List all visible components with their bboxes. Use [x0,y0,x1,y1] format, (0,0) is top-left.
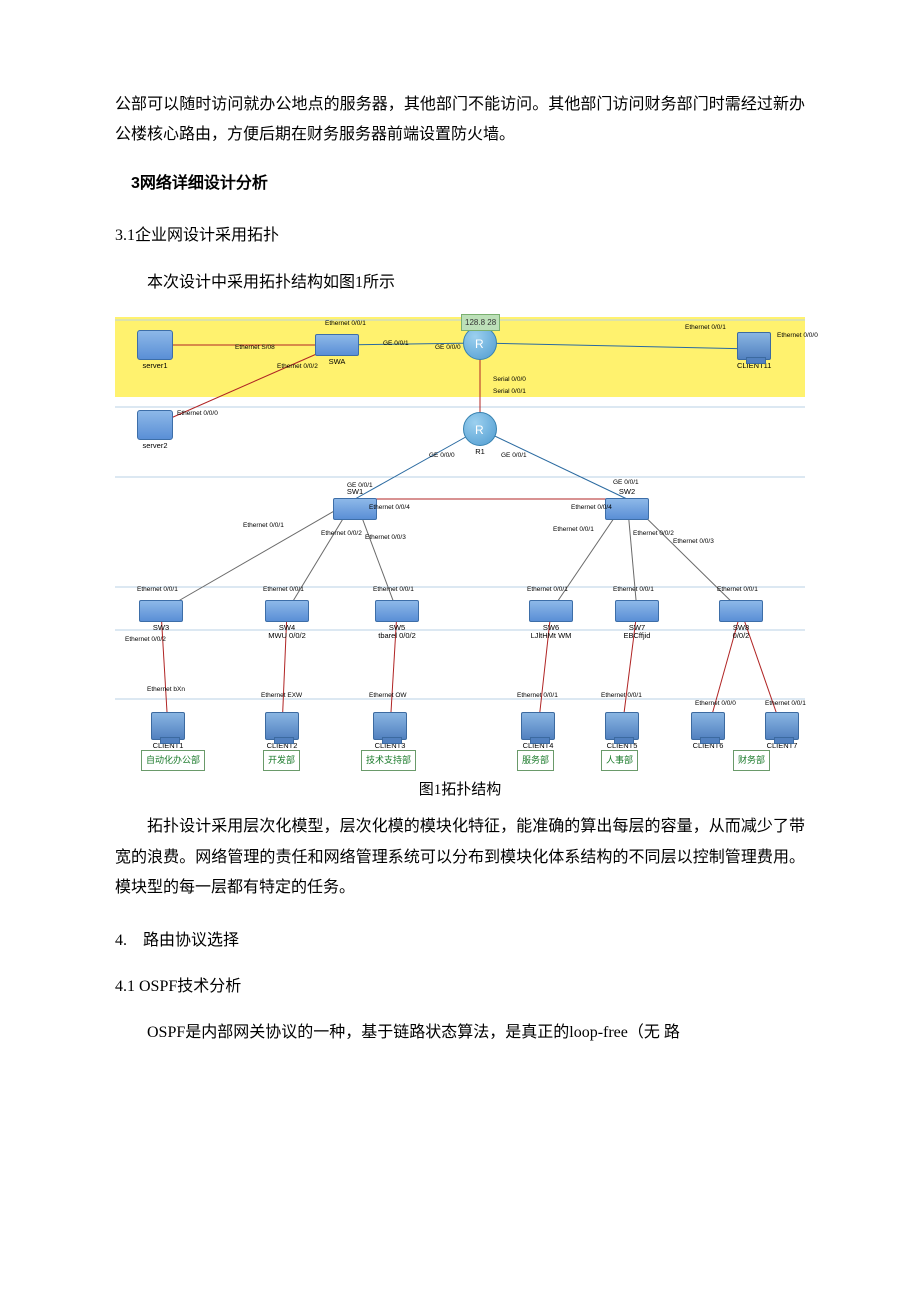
node-sw6: SW6LJltHMt WM [529,600,573,641]
client-icon [373,712,407,740]
client-icon [521,712,555,740]
link-label: Ethernet 0/0/3 [673,536,714,548]
node-client1: CLIENT1 [151,712,185,750]
ospf-paragraph: OSPF是内部网关协议的一种，基于链路状态算法，是真正的loop-free（无 … [115,1018,805,1048]
link-label: Ethernet 0/0/0 [695,698,736,710]
link-label: Ethernet 0/0/2 [277,361,318,373]
link-label: Ethernet OW [369,690,407,702]
link-label: Serial 0/0/1 [493,386,526,398]
dept-label: 财务部 [733,750,770,771]
server-icon [137,330,173,360]
switch-icon [529,600,573,622]
router-icon [463,412,497,446]
link-label: Ethernet 0/0/1 [717,584,758,596]
link-label: Ethernet 0/0/3 [365,532,406,544]
client-icon [151,712,185,740]
link-label: Ethernet 0/0/0 [777,330,818,342]
link-label: Ethernet 0/0/4 [571,502,612,514]
link-label: Ethernet 0/0/2 [321,528,362,540]
node-server2: server2 [137,410,173,450]
link-label: Ethernet 0/0/1 [553,524,594,536]
node-client5: CLIENT5 [605,712,639,750]
node-client4: CLIENT4 [521,712,555,750]
link-label: Ethernet 0/0/2 [633,528,674,540]
figure-1-caption: 图1拓扑结构 [115,776,805,805]
node-client6: CLIENT6 [691,712,725,750]
link-label: GE 0/0/1 [383,338,409,350]
link-label: Ethernet EXW [261,690,302,702]
dept-label: 自动化办公部 [141,750,205,771]
link-label: Ethernet 0/0/1 [613,584,654,596]
link-label: Ethernet 0/0/1 [243,520,284,532]
link-label: GE 0/0/1 [347,480,373,492]
client-icon [765,712,799,740]
link-label: Ethernet 0/0/0 [177,408,218,420]
node-client7: CLIENT7 [765,712,799,750]
link-label: Ethernet 0/0/1 [601,690,642,702]
link-label: Ethernet 0/0/1 [527,584,568,596]
node-sw3: SW3 [139,600,183,632]
link-label: Ethernet S/08 [235,342,275,354]
section-4-heading: 4. 路由协议选择 [115,926,805,956]
link-label: Ethernet bXn [147,684,185,696]
switch-icon [315,334,359,356]
switch-icon [265,600,309,622]
switch-icon [139,600,183,622]
node-client3: CLIENT3 [373,712,407,750]
dept-label: 服务部 [517,750,554,771]
section-4-1-heading: 4.1 OSPF技术分析 [115,972,805,1002]
node-client2: CLIENT2 [265,712,299,750]
section-3-1-lead: 本次设计中采用拓扑结构如图1所示 [115,268,805,298]
ip-badge: 128.8 28 [461,314,500,331]
link-label: Ethernet 0/0/4 [369,502,410,514]
dept-label: 开发部 [263,750,300,771]
link-label: GE 0/0/0 [429,450,455,462]
dept-label: 技术支持部 [361,750,416,771]
node-r1: R1 [463,412,497,456]
link-label: Ethernet 0/0/1 [263,584,304,596]
section-3-1-heading: 3.1企业网设计采用拓扑 [115,221,805,251]
switch-icon [375,600,419,622]
link-label: GE 0/0/1 [501,450,527,462]
link-label: Ethernet 0/0/1 [765,698,806,710]
topology-description: 拓扑设计采用层次化模型，层次化模的模块化特征，能准确的算出每层的容量，从而减少了… [115,812,805,903]
topology-figure: server1server2SWACLIENT11R1SW1SW2SW3SW4M… [115,312,805,772]
node-client11: CLIENT11 [737,332,771,370]
switch-icon [719,600,763,622]
server-icon [137,410,173,440]
client-icon [691,712,725,740]
link-label: Ethernet 0/0/2 [125,634,166,646]
link-label: GE 0/0/1 [613,477,639,489]
link-label: Ethernet 0/0/1 [325,318,366,330]
switch-icon [615,600,659,622]
link-label: GE 0/0/0 [435,342,461,354]
client-icon [265,712,299,740]
client-icon [737,332,771,360]
intro-paragraph: 公部可以随时访问就办公地点的服务器，其他部门不能访问。其他部门访问财务部门时需经… [115,90,805,151]
node-r0 [463,326,497,362]
node-swa: SWA [315,334,359,366]
node-sw7: SW7EBCffjid [615,600,659,641]
link-label: Ethernet 0/0/1 [685,322,726,334]
link-label: Ethernet 0/0/1 [373,584,414,596]
link-label: Ethernet 0/0/1 [517,690,558,702]
section-3-heading: 3网络详细设计分析 [115,169,805,199]
node-sw5: SW5tbarel 0/0/2 [375,600,419,641]
dept-label: 人事部 [601,750,638,771]
link-label: Serial 0/0/0 [493,374,526,386]
node-server1: server1 [137,330,173,370]
link-label: Ethernet 0/0/1 [137,584,178,596]
node-sw8: SW80/0/2 [719,600,763,641]
node-sw4: SW4MWU 0/0/2 [265,600,309,641]
client-icon [605,712,639,740]
